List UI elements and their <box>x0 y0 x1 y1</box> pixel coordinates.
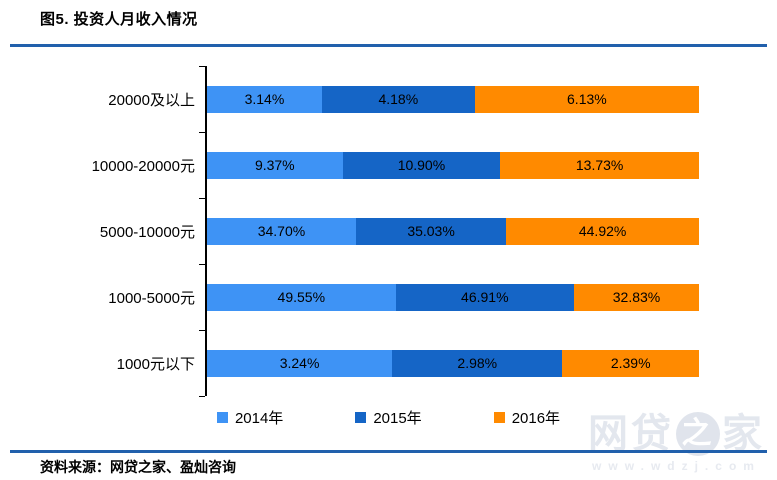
bar-segment-2014年: 3.14% <box>207 85 322 113</box>
bar-value-label: 2.98% <box>457 355 498 371</box>
bar-row: 9.37% 10.90% 13.73% <box>207 132 699 198</box>
bar-segment-2014年: 9.37% <box>207 151 343 179</box>
bar-value-label: 3.14% <box>244 91 285 107</box>
axis-tick <box>199 132 205 133</box>
bar-segment-2016年: 32.83% <box>574 283 699 311</box>
legend-label: 2014年 <box>234 410 284 427</box>
bottom-divider <box>10 450 767 453</box>
income-stacked-bar-chart: 20000及以上 10000-20000元 5000-10000元 1000-5000… <box>55 66 699 397</box>
figure-title: 图5. 投资人月收入情况 <box>40 11 198 28</box>
category-label: 1000元以下 <box>116 355 195 373</box>
bar-value-label: 10.90% <box>397 157 446 173</box>
bar-value-label: 32.83% <box>612 289 661 305</box>
chart-legend: 2014年 2015年 2016年 <box>0 407 777 428</box>
bar-segment-2014年: 3.24% <box>207 349 393 377</box>
bar-value-label: 3.24% <box>279 355 320 371</box>
category-label: 1000-5000元 <box>108 289 195 307</box>
stacked-bar: 49.55% 46.91% 32.83% <box>207 283 699 311</box>
bar-value-label: 35.03% <box>407 223 455 239</box>
stacked-bar: 3.14% 4.18% 6.13% <box>207 85 699 113</box>
stacked-bar: 9.37% 10.90% 13.73% <box>207 151 699 179</box>
bar-value-label: 6.13% <box>567 91 607 107</box>
bar-segment-2015年: 35.03% <box>355 217 507 245</box>
legend-swatch-icon <box>493 412 505 423</box>
watermark-url: www.wdzj.com <box>592 459 761 473</box>
source-note: 资料来源：网贷之家、盈灿咨询 <box>40 459 236 475</box>
bar-value-label: 2.39% <box>610 355 651 371</box>
bar-segment-2016年: 44.92% <box>506 217 699 245</box>
stacked-bar: 34.70% 35.03% 44.92% <box>207 217 699 245</box>
bar-value-label: 13.73% <box>575 157 624 173</box>
bar-value-label: 9.37% <box>254 157 295 173</box>
bar-segment-2015年: 4.18% <box>321 85 475 113</box>
legend-label: 2015年 <box>373 410 422 427</box>
bar-value-label: 4.18% <box>378 91 419 107</box>
bar-row: 34.70% 35.03% 44.92% <box>207 198 699 264</box>
category-axis-labels: 20000及以上 10000-20000元 5000-10000元 1000-5000… <box>55 66 205 396</box>
bar-segment-2014年: 49.55% <box>207 283 396 311</box>
category-label: 20000及以上 <box>108 91 195 109</box>
legend-item-2016年: 2016年 <box>493 407 561 428</box>
axis-tick <box>199 198 205 199</box>
category-label: 5000-10000元 <box>99 223 195 241</box>
bar-segment-2015年: 2.98% <box>392 349 563 377</box>
bar-segment-2015年: 10.90% <box>342 151 501 179</box>
legend-item-2014年: 2014年 <box>216 407 284 428</box>
bar-value-label: 49.55% <box>277 289 326 305</box>
bar-value-label: 34.70% <box>257 223 306 239</box>
bar-value-label: 46.91% <box>461 289 509 305</box>
legend-swatch-icon <box>355 412 367 423</box>
axis-tick <box>199 66 205 67</box>
category-label: 10000-20000元 <box>91 157 195 175</box>
bar-segment-2016年: 6.13% <box>474 85 699 113</box>
bar-row: 49.55% 46.91% 32.83% <box>207 264 699 330</box>
stacked-bar: 3.24% 2.98% 2.39% <box>207 349 699 377</box>
legend-item-2015年: 2015年 <box>355 407 422 428</box>
bar-segment-2014年: 34.70% <box>207 217 356 245</box>
bar-segment-2015年: 46.91% <box>395 283 575 311</box>
top-divider <box>10 44 767 47</box>
bar-value-label: 44.92% <box>578 223 627 239</box>
plot-area: 3.14% 4.18% 6.13% 9.37% 10.90% 13.73% 34.70% 35… <box>199 66 699 397</box>
axis-tick <box>199 396 205 397</box>
legend-label: 2016年 <box>511 410 561 427</box>
bar-row: 3.24% 2.98% 2.39% <box>207 330 699 396</box>
axis-tick <box>199 330 205 331</box>
bar-segment-2016年: 13.73% <box>500 151 699 179</box>
bar-segment-2016年: 2.39% <box>562 349 699 377</box>
legend-swatch-icon <box>216 412 228 423</box>
axis-tick <box>199 264 205 265</box>
bar-row: 3.14% 4.18% 6.13% <box>207 66 699 132</box>
